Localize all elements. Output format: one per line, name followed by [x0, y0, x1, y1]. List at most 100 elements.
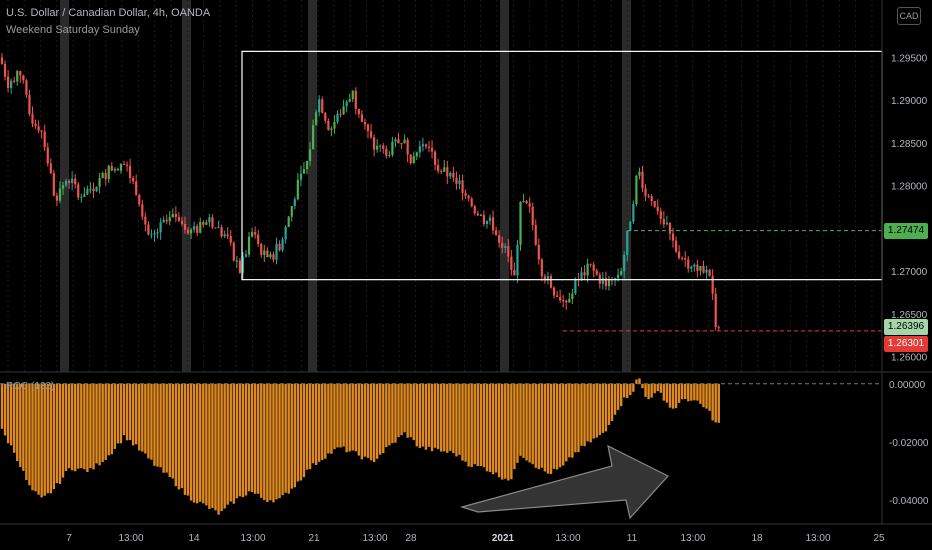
candle-body [427, 146, 431, 148]
candle-body [190, 229, 193, 234]
candle-body [659, 211, 662, 219]
candle-body [244, 254, 248, 257]
candle-body [226, 234, 229, 237]
roc-bar [318, 383, 321, 462]
candle-body [174, 213, 177, 218]
candle-body [25, 80, 28, 95]
roc-bar [3, 383, 7, 436]
roc-bar [107, 383, 110, 456]
candle-body [559, 297, 562, 301]
candle-body [296, 179, 299, 200]
candle-body [513, 269, 516, 276]
candle-body [305, 161, 309, 170]
roc-bar [327, 383, 330, 454]
candle-body [80, 196, 83, 198]
roc-bar [702, 383, 705, 408]
roc-bar [162, 383, 165, 473]
roc-bar [397, 383, 400, 438]
roc-bar [89, 383, 92, 469]
candle-body [348, 99, 351, 102]
roc-bar [626, 383, 629, 399]
candle-body [379, 145, 382, 147]
candle-body [232, 242, 235, 261]
roc-bar [196, 383, 199, 504]
roc-tick-label: 0.00000 [889, 380, 926, 391]
roc-bar [46, 383, 49, 494]
candle-body [455, 177, 458, 184]
roc-bar [80, 383, 83, 469]
candle-body [537, 244, 540, 260]
roc-bar [49, 383, 52, 494]
candle-body [696, 264, 699, 271]
time-tick-label: 28 [405, 533, 417, 544]
time-tick-label: 21 [308, 533, 320, 544]
currency-badge[interactable]: CAD [897, 7, 921, 25]
roc-indicator-title[interactable]: ROC (132) [6, 381, 55, 392]
roc-bar [430, 383, 434, 452]
roc-bar [37, 383, 40, 495]
roc-bar [659, 383, 662, 393]
candle-body [312, 125, 315, 150]
candle-body [693, 264, 696, 267]
roc-bar [336, 383, 339, 448]
roc-bar [363, 383, 367, 457]
roc-bar [290, 383, 293, 489]
roc-bar [549, 383, 553, 475]
candle-body [504, 246, 507, 248]
roc-bar [516, 383, 519, 463]
roc-bar [491, 383, 495, 475]
candle-body [260, 243, 263, 255]
roc-bar [16, 383, 19, 462]
candle-body [141, 204, 144, 217]
time-tick-label: 11 [627, 533, 638, 544]
candle-body [257, 234, 260, 244]
roc-bar [433, 383, 437, 448]
roc-bar [711, 383, 714, 421]
roc-bar [125, 383, 129, 441]
roc-bar [427, 383, 431, 447]
candle-body [366, 124, 370, 132]
candle-body [409, 154, 412, 163]
candle-body [656, 206, 659, 212]
roc-bar [494, 383, 498, 473]
candle-body [461, 180, 464, 193]
roc-bar [189, 383, 193, 501]
roc-bar [98, 383, 101, 466]
roc-bar [699, 383, 702, 404]
roc-bar [479, 383, 483, 467]
time-tick-label: 13:00 [680, 533, 705, 544]
candle-body [546, 276, 550, 281]
roc-bar [668, 383, 672, 408]
roc-bar [351, 383, 354, 451]
roc-bar [513, 383, 516, 470]
candle-body [440, 171, 443, 173]
candle-body [556, 295, 559, 298]
candle-body [674, 240, 678, 252]
roc-bar [311, 383, 315, 464]
roc-bar [83, 383, 86, 470]
candle-body [86, 188, 89, 195]
roc-bar [436, 383, 440, 450]
candle-body [424, 144, 428, 147]
roc-bar [616, 383, 620, 410]
roc-bar [562, 383, 565, 466]
candle-body [632, 204, 635, 222]
candle-body [351, 90, 354, 100]
candle-body [107, 165, 110, 180]
candle-body [52, 173, 55, 196]
candle-body [113, 168, 116, 171]
roc-bar [473, 383, 476, 465]
candle-body [681, 257, 684, 259]
roc-bar [330, 383, 333, 454]
candle-body [360, 114, 363, 122]
candle-body [162, 219, 165, 223]
roc-bar [171, 383, 174, 479]
candlestick-series [0, 53, 720, 332]
candle-body [644, 188, 647, 196]
roc-bar [534, 383, 537, 468]
roc-bar [192, 383, 196, 503]
roc-bar [470, 383, 473, 468]
roc-bar [6, 383, 10, 444]
